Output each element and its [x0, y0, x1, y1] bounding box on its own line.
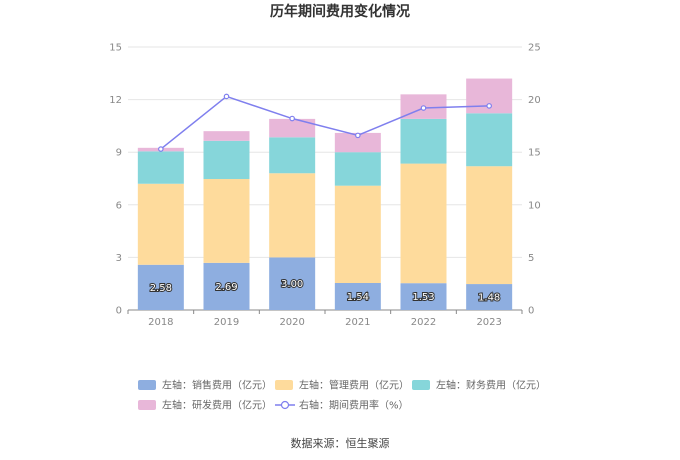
bar-data-label: 1.54: [347, 292, 369, 303]
bar-segment: [137, 151, 184, 184]
bar-segment: [137, 264, 184, 310]
bar-segment: [203, 179, 250, 263]
bar-segment: [269, 257, 316, 310]
line-point: [223, 93, 230, 100]
bars: [137, 78, 513, 310]
x-tick-label: 2018: [148, 317, 173, 328]
bar-labels: 2.58 2.69 3.00 1.54 1.53 1.48: [149, 278, 502, 304]
right-tick-label: 15: [528, 148, 541, 159]
left-tick-label: 12: [109, 95, 122, 106]
legend-label: 左轴：管理费用（亿元）: [299, 379, 409, 392]
x-tick-label: 2021: [345, 317, 370, 328]
line-point: [486, 103, 492, 109]
legend-item[interactable]: 左轴：研发费用（亿元）: [138, 399, 272, 412]
legend-item[interactable]: 左轴：财务费用（亿元）: [412, 379, 546, 392]
bar-segment: [334, 185, 381, 283]
left-tick-label: 0: [116, 306, 122, 317]
left-axis: 0 3 6 9 12 15: [109, 43, 122, 317]
bar-segment: [269, 118, 316, 138]
bar-data-label: 2.58: [150, 283, 172, 294]
bar-segment: [466, 284, 513, 310]
x-tick-label: 2019: [214, 317, 239, 328]
bar-segment: [137, 183, 184, 265]
bar-segment: [400, 283, 447, 310]
gridlines: [128, 46, 522, 311]
x-tick-label: 2023: [476, 317, 501, 328]
line-point: [420, 105, 427, 111]
right-axis: 0 5 10 15 20 25: [528, 43, 541, 317]
right-tick-label: 20: [528, 95, 541, 106]
right-tick-label: 5: [528, 253, 534, 264]
bar-data-label: 1.53: [412, 292, 434, 303]
x-axis: 2018 2019 2020 2021 2022 2023: [127, 309, 523, 328]
legend[interactable]: 左轴：销售费用（亿元） 左轴：管理费用（亿元） 左轴：财务费用（亿元） 左轴：研发费用…: [138, 379, 546, 412]
legend-swatch: [412, 380, 430, 390]
line-series: [158, 93, 492, 152]
bar-segment: [466, 166, 513, 285]
legend-label: 左轴：研发费用（亿元）: [162, 399, 272, 412]
bar-segment: [203, 131, 250, 141]
line-point: [158, 146, 164, 152]
line-point: [289, 115, 295, 122]
legend-swatch: [138, 400, 156, 410]
x-tick-label: 2020: [279, 317, 304, 328]
bar-segment: [400, 118, 447, 164]
bar-segment: [203, 140, 250, 180]
legend-marker: [280, 400, 290, 410]
legend-label: 左轴：财务费用（亿元）: [436, 379, 546, 392]
bar-segment: [400, 163, 447, 284]
bar-segment: [334, 152, 381, 186]
left-tick-label: 15: [109, 43, 122, 54]
source-note: 数据来源：恒生聚源: [291, 436, 390, 450]
bar-data-label: 2.69: [215, 282, 237, 293]
left-tick-label: 6: [116, 200, 122, 211]
bar-segment: [269, 173, 316, 258]
left-tick-label: 9: [116, 148, 122, 159]
bar-segment: [269, 137, 316, 174]
line-point: [355, 132, 361, 139]
chart-title: 历年期间费用变化情况: [270, 3, 410, 20]
right-tick-label: 0: [528, 306, 534, 317]
bar-data-label: 3.00: [281, 279, 303, 290]
legend-swatch: [275, 380, 293, 390]
legend-label: 右轴：期间费用率（%）: [299, 399, 409, 412]
x-tick-label: 2022: [411, 317, 436, 328]
line-path: [160, 95, 490, 150]
bar-data-label: 1.48: [478, 293, 500, 304]
legend-label: 左轴：销售费用（亿元）: [162, 379, 272, 392]
right-tick-label: 25: [528, 43, 541, 54]
legend-item[interactable]: 左轴：管理费用（亿元）: [275, 379, 409, 392]
left-tick-label: 3: [116, 253, 122, 264]
legend-swatch: [138, 380, 156, 390]
right-tick-label: 10: [528, 200, 541, 211]
bar-segment: [203, 262, 250, 310]
bar-segment: [334, 132, 381, 153]
legend-item[interactable]: 左轴：销售费用（亿元）: [138, 379, 272, 392]
bar-segment: [466, 113, 513, 167]
bar-segment: [334, 282, 381, 310]
legend-item[interactable]: 右轴：期间费用率（%）: [275, 399, 409, 412]
